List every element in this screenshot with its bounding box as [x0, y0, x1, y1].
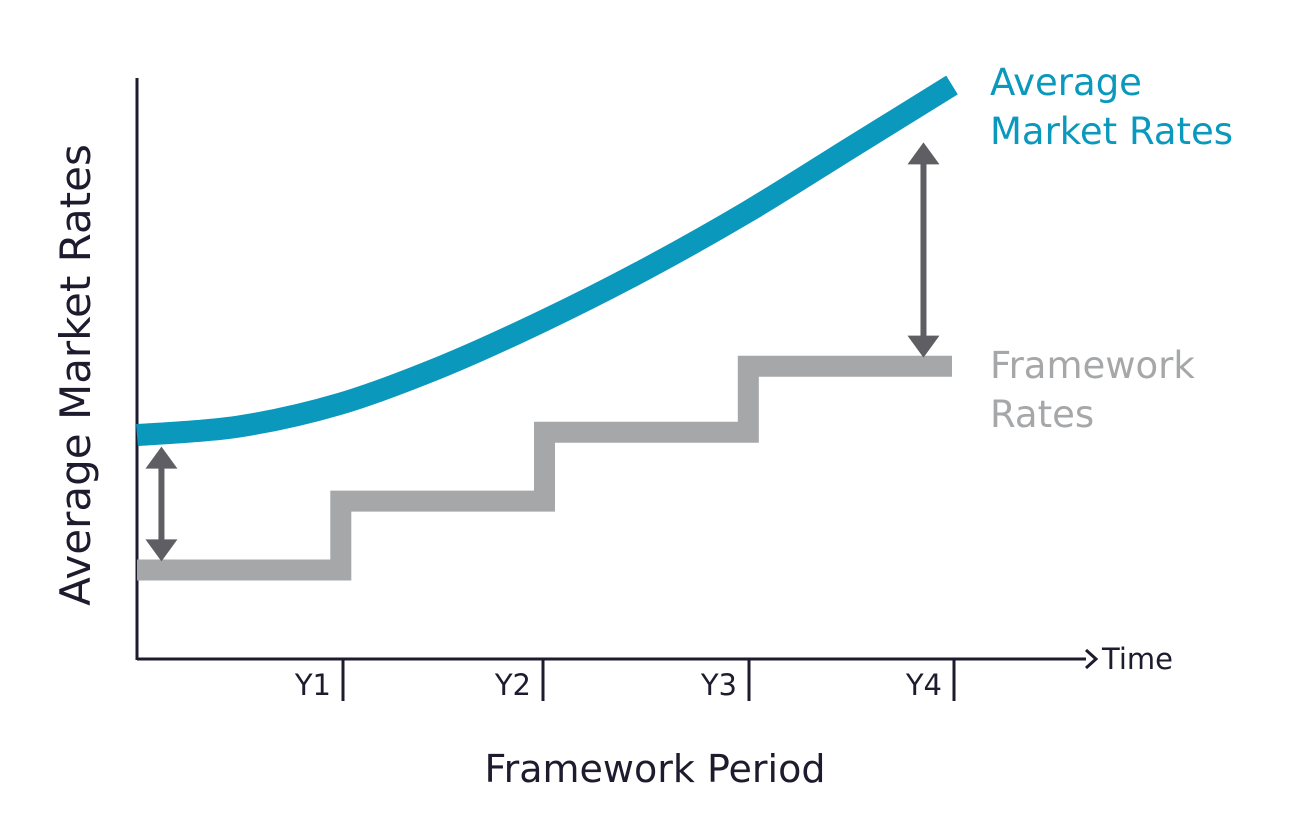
gap-arrow-head-down [145, 539, 178, 562]
gap-arrow-1 [145, 446, 178, 562]
series-line-average-market-rates [136, 75, 958, 447]
series-label-framework-rates-line-2: Rates [990, 393, 1094, 436]
series-labels: Average Market Rates Framework Rates [990, 61, 1233, 436]
series-label-average-market-rates-line-1: Average [990, 61, 1142, 104]
series-layer [136, 75, 958, 581]
series-label-average-market-rates-line-2: Market Rates [990, 110, 1233, 153]
gap-arrow-head-down [907, 335, 940, 358]
x-axis-end-label: Time [1101, 642, 1173, 676]
gap-arrow-head-up [145, 446, 178, 469]
gap-arrow-shaft [158, 466, 165, 542]
x-tick-label-y4: Y4 [905, 668, 942, 702]
x-tick-label-y1: Y1 [294, 668, 331, 702]
y-axis-label: Average Market Rates [51, 144, 100, 606]
series-line-framework-rates [137, 355, 952, 581]
gap-arrow-shaft [920, 162, 927, 338]
series-label-framework-rates-line-1: Framework [990, 344, 1195, 387]
annotations [145, 142, 940, 562]
x-axis-label: Framework Period [485, 747, 826, 791]
x-tick-label-y3: Y3 [700, 668, 737, 702]
x-axis-arrowhead [1084, 648, 1099, 670]
gap-arrow-head-up [907, 142, 940, 165]
x-tick-label-y2: Y2 [494, 668, 531, 702]
x-ticks: Y1 Y2 Y3 Y4 [294, 660, 956, 702]
gap-arrow-2 [907, 142, 940, 358]
